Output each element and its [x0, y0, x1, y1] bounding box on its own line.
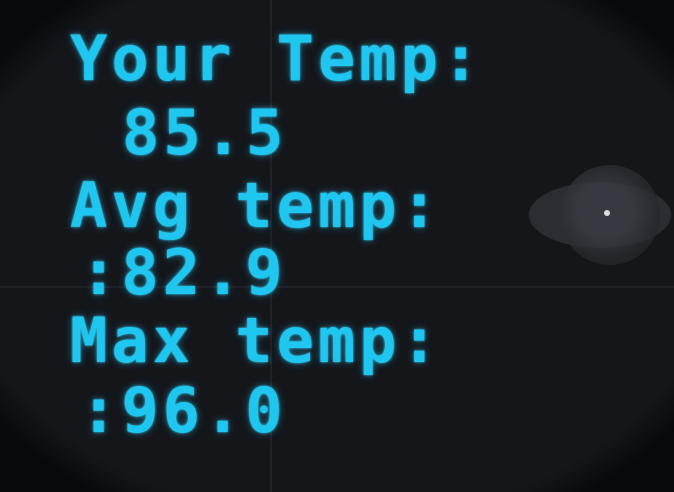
avg-temp-label: Avg temp:: [70, 169, 442, 242]
mounting-screw: [560, 165, 660, 265]
screw-highlight: [604, 210, 610, 216]
panel-seam-horizontal: [0, 286, 674, 288]
max-temp-value: :96.0: [80, 374, 287, 447]
your-temp-value: 85.5: [122, 96, 288, 169]
your-temp-label: Your Temp:: [70, 22, 484, 95]
panel-seam-vertical: [270, 0, 272, 492]
oled-display: Your Temp: 85.5 Avg temp: :82.9 Max temp…: [70, 20, 610, 450]
avg-temp-value: :82.9: [80, 236, 287, 309]
max-temp-label: Max temp:: [70, 304, 442, 377]
